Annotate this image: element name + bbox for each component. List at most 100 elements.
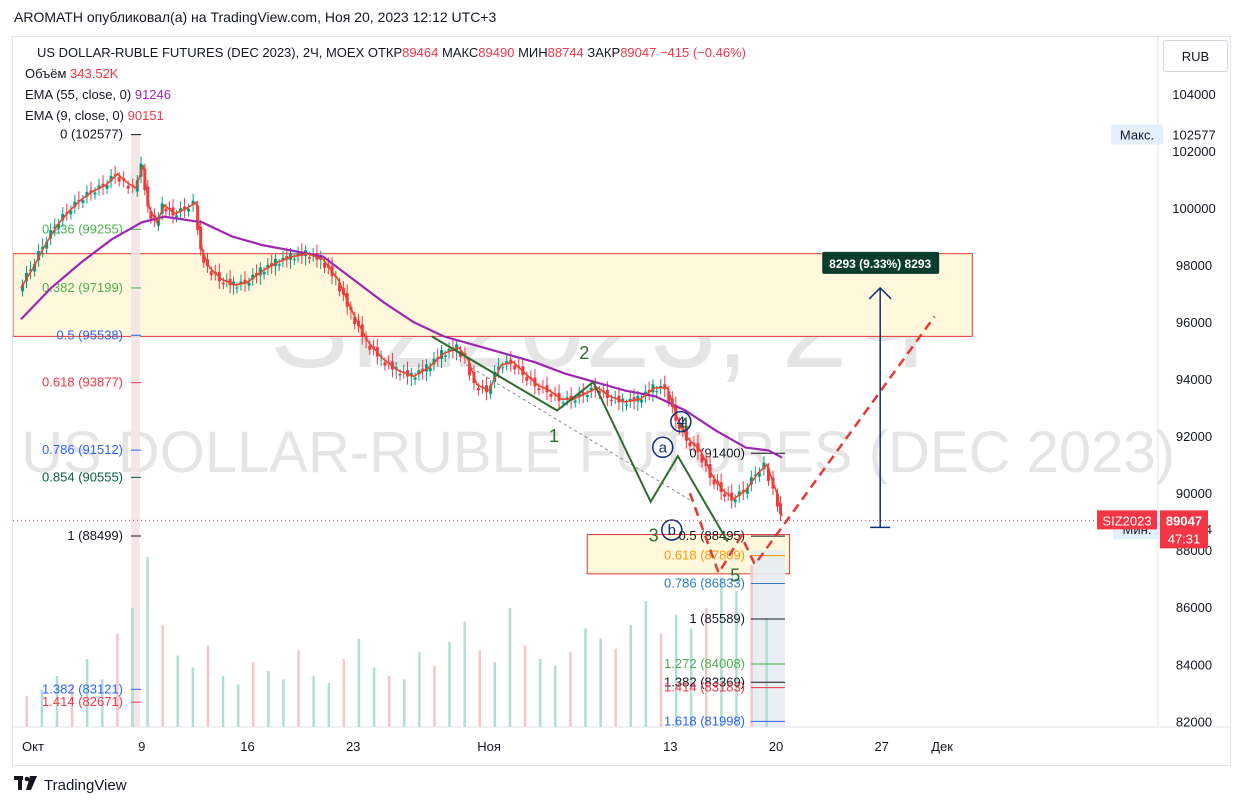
volume-bar [463, 621, 466, 727]
candle-body [164, 208, 168, 212]
volume-bar [720, 577, 723, 727]
candle-body [505, 361, 509, 364]
candle-body [156, 217, 160, 226]
currency-button[interactable]: RUB [1163, 40, 1228, 72]
fib-right-level-label: 0.5 (88495) [679, 528, 746, 543]
price-axis-tick: 104000 [1172, 87, 1215, 102]
measure-label-box [822, 251, 940, 274]
candle-body [187, 208, 191, 212]
ema55-line [20, 215, 783, 459]
legend-symbol: US DOLLAR-RUBLE FUTURES (DEC 2023), 2Ч, … [37, 45, 365, 60]
volume-bar [40, 689, 44, 727]
fib-left-level-label: 0.382 (97199) [42, 280, 123, 295]
candle-body [37, 251, 41, 261]
candle-body [589, 387, 593, 392]
legend-volume-value: 343.52K [70, 66, 119, 81]
tradingview-logo[interactable]: TradingView [14, 776, 127, 794]
volume-bar [357, 638, 361, 727]
time-axis-tick: Окт [22, 739, 44, 754]
candle-body [651, 384, 655, 393]
volume-bar [327, 682, 331, 727]
volume-bar [131, 608, 134, 727]
max-label: Макс. [1120, 128, 1154, 143]
volume-bar [191, 667, 195, 727]
candle-body [338, 282, 342, 292]
volume-bar [372, 667, 376, 727]
candle-body [421, 368, 425, 372]
publisher-line: AROMATH опубликовал(а) на TradingView.co… [14, 9, 497, 25]
time-axis-tick: Ноя [477, 739, 501, 754]
legend-ema9-value: 90151 [127, 108, 164, 123]
volume-bar [538, 659, 542, 727]
candle-body [565, 397, 569, 400]
candle-body [149, 211, 153, 219]
time-axis-tick: 9 [138, 739, 145, 754]
candle-body [741, 489, 745, 493]
fib-right-band [751, 550, 785, 727]
candle-body [581, 391, 585, 396]
candle-body [625, 404, 628, 406]
candle-body [413, 377, 417, 380]
volume-bar [236, 684, 240, 727]
fib-left-level-label: 1 (88499) [67, 528, 123, 543]
candle-body [183, 206, 187, 210]
price-chart[interactable]: SIZ2023, 2ЧUS DOLLAR-RUBLE FUTURES (DEC … [13, 37, 1230, 765]
volume-bar [312, 676, 315, 727]
wave-label: 3 [649, 526, 659, 546]
candle-body [537, 388, 541, 391]
candle-body [700, 453, 704, 463]
candle-body [636, 395, 640, 402]
time-axis-tick: 16 [240, 739, 254, 754]
price-axis-tick: 92000 [1176, 429, 1212, 444]
candle-body [745, 488, 749, 494]
chart-frame[interactable]: SIZ2023, 2ЧUS DOLLAR-RUBLE FUTURES (DEC … [12, 36, 1231, 766]
volume-bar [146, 557, 149, 727]
wave-label: 5 [730, 566, 740, 586]
price-axis-tick: 102000 [1172, 144, 1215, 159]
candle-body [41, 246, 45, 250]
volume-bar [765, 618, 768, 727]
volume-bar [176, 655, 180, 727]
fib-left-level-label: 1.382 (83121) [42, 681, 123, 696]
candle-body [513, 365, 517, 370]
volume-bar [659, 633, 663, 727]
candle-body [424, 364, 428, 372]
candle-body [179, 208, 183, 212]
wave-circle-marker [661, 519, 683, 541]
candle-body [667, 391, 671, 402]
candle-body [712, 479, 716, 485]
volume-bar [161, 625, 164, 727]
measure-arrowhead [868, 286, 892, 300]
volume-bar [523, 645, 527, 727]
candle-body [577, 393, 581, 398]
fib-left-level-label: 0.854 (90555) [42, 469, 123, 484]
candle-body [49, 230, 53, 239]
fib-left-band [131, 134, 140, 728]
volume-bar [252, 662, 255, 727]
current-price-value: 89047 [1166, 513, 1202, 528]
candle-body [191, 200, 195, 206]
candle-body [659, 385, 663, 388]
price-axis-tick: 84000 [1176, 657, 1212, 672]
volume-bar [584, 628, 587, 727]
resistance-zone [13, 253, 973, 337]
candle-body [573, 400, 577, 403]
legend-ema55-label: EMA (55, close, 0) [25, 87, 132, 102]
volume-bar [705, 608, 708, 727]
volume-bar [221, 676, 225, 727]
volume-bar [644, 601, 648, 727]
price-axis-tick: 90000 [1176, 486, 1212, 501]
candle-body [270, 263, 274, 267]
candle-body [632, 397, 636, 402]
candle-body [609, 399, 613, 402]
legend-open-label: ОТКР [367, 45, 403, 60]
fib-right-level-label: 1.382 (83369) [664, 674, 745, 689]
volume-bar [735, 591, 738, 727]
time-axis-tick: 27 [874, 739, 888, 754]
candle-body [77, 199, 81, 202]
candle-body [300, 251, 304, 257]
price-axis-tick: 82000 [1176, 714, 1212, 729]
candle-body [549, 393, 553, 397]
candle-body [93, 192, 97, 195]
candle-body [109, 175, 113, 182]
